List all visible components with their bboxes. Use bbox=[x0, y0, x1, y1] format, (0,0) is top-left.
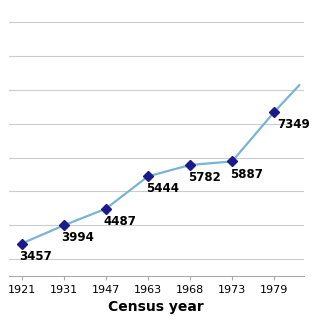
Text: 4487: 4487 bbox=[104, 215, 137, 228]
Text: 3457: 3457 bbox=[20, 250, 52, 263]
Text: 5782: 5782 bbox=[188, 171, 221, 184]
Text: 7349: 7349 bbox=[277, 118, 310, 131]
Text: 3994: 3994 bbox=[62, 231, 94, 244]
Text: 5444: 5444 bbox=[146, 182, 179, 196]
Text: 5887: 5887 bbox=[230, 167, 263, 180]
X-axis label: Census year: Census year bbox=[108, 300, 204, 315]
